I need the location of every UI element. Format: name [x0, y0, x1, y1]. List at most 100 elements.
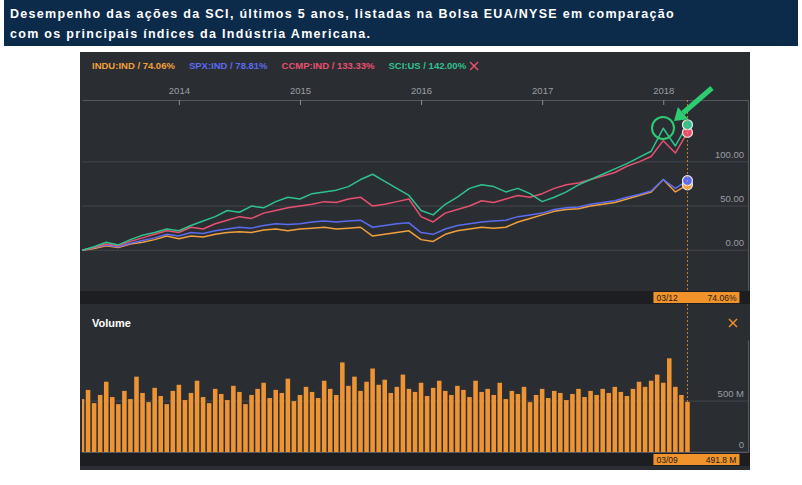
- bar: [382, 380, 387, 452]
- x-tick-label: 2018: [653, 85, 674, 96]
- bar: [425, 396, 430, 452]
- bar: [237, 392, 242, 452]
- bar: [540, 389, 545, 452]
- x-tick-mark: [542, 100, 543, 105]
- bar: [158, 396, 163, 452]
- x-tick-label: 2014: [169, 85, 190, 96]
- bar: [164, 404, 169, 452]
- cursor-line: [687, 100, 688, 452]
- bar: [449, 395, 454, 452]
- x-tick-mark: [300, 100, 301, 105]
- bar: [485, 389, 490, 452]
- legend-entry: SPX:IND / 78.81%: [189, 60, 268, 71]
- bar: [316, 398, 321, 452]
- y-axis: 0 500 M: [718, 341, 749, 453]
- bar: [522, 387, 527, 452]
- bar: [171, 391, 176, 452]
- y-tick-label: 500 M: [718, 388, 744, 399]
- bar: [189, 393, 194, 452]
- bar: [219, 394, 224, 452]
- x-axis: [83, 452, 749, 453]
- y-tick: 0: [739, 439, 748, 452]
- bar: [649, 381, 654, 452]
- bar: [346, 386, 351, 452]
- bar: [679, 395, 684, 452]
- bar: [267, 398, 272, 452]
- bar: [292, 401, 297, 452]
- y-tick-label: 100.00: [715, 149, 744, 160]
- bar: [310, 392, 315, 452]
- bar: [576, 389, 581, 452]
- bar: [358, 391, 363, 452]
- bar: [231, 386, 236, 452]
- bar: [437, 381, 442, 452]
- bar: [473, 381, 478, 452]
- close-icon-stroke: [729, 319, 737, 327]
- bar: [152, 388, 157, 452]
- bar: [667, 358, 672, 452]
- bar: [461, 390, 466, 452]
- axis-line: [748, 341, 749, 453]
- bar: [564, 400, 569, 452]
- axis-line: [83, 100, 749, 101]
- bar: [86, 390, 91, 452]
- y-tick: 50.00: [720, 193, 748, 206]
- bar: [661, 383, 666, 452]
- grid-line: [82, 206, 748, 207]
- bar: [104, 382, 109, 452]
- bar: [261, 383, 266, 452]
- x-tick-label: 2017: [532, 85, 553, 96]
- bar: [497, 383, 502, 452]
- bar: [625, 396, 630, 452]
- highlight: [652, 88, 712, 139]
- y-tick: 0.00: [726, 237, 749, 250]
- x-axis: 2014 2015 2016 2017 2018: [83, 85, 749, 105]
- bar: [116, 404, 121, 452]
- bar: [298, 395, 303, 452]
- bar: [504, 399, 509, 452]
- bar: [431, 388, 436, 452]
- bar: [146, 402, 151, 452]
- y-axis: 0.00 50.00 100.00: [715, 101, 749, 291]
- highlight-arrow-head: [674, 107, 688, 121]
- x-tick-label: 2016: [411, 85, 432, 96]
- close-icon-stroke: [729, 319, 737, 327]
- cursor-label: 491.8 M: [706, 455, 737, 465]
- bar: [134, 377, 139, 452]
- bar: [376, 385, 381, 452]
- grid-line: [82, 161, 748, 162]
- y-tick-label: 0.00: [726, 237, 745, 248]
- legend-entry: CCMP:IND / 133.33%: [282, 60, 375, 71]
- bar: [401, 375, 406, 452]
- bar: [110, 397, 115, 452]
- legend-entry: SCI:US / 142.00%: [388, 60, 466, 71]
- close-icon-stroke: [470, 62, 478, 70]
- y-tick: 500 M: [718, 388, 748, 401]
- bar: [370, 369, 375, 452]
- cursor-label: 03/12: [656, 293, 678, 303]
- bar: [528, 402, 533, 452]
- line-series: [82, 132, 687, 250]
- x-tick: 2015: [290, 85, 311, 105]
- line-series: [82, 180, 687, 251]
- bar: [613, 387, 618, 452]
- bar: [177, 385, 182, 452]
- bar: [213, 389, 218, 452]
- bar: [655, 375, 660, 452]
- bar: [286, 379, 291, 452]
- bar: [280, 393, 285, 452]
- bar: [558, 393, 563, 452]
- bar: [140, 393, 145, 452]
- bar: [207, 403, 212, 452]
- bar: [389, 393, 394, 452]
- y-tick-label: 0: [739, 439, 744, 450]
- cursor-label: 74.06%: [708, 293, 737, 303]
- bar: [255, 389, 260, 452]
- legend-entry: INDU:IND / 74.06%: [92, 60, 175, 71]
- bar: [183, 400, 188, 452]
- line-series: [82, 180, 687, 251]
- x-tick: 2018: [653, 85, 674, 105]
- cursor-tag: [653, 292, 739, 303]
- bar: [98, 395, 103, 452]
- bar: [467, 397, 472, 452]
